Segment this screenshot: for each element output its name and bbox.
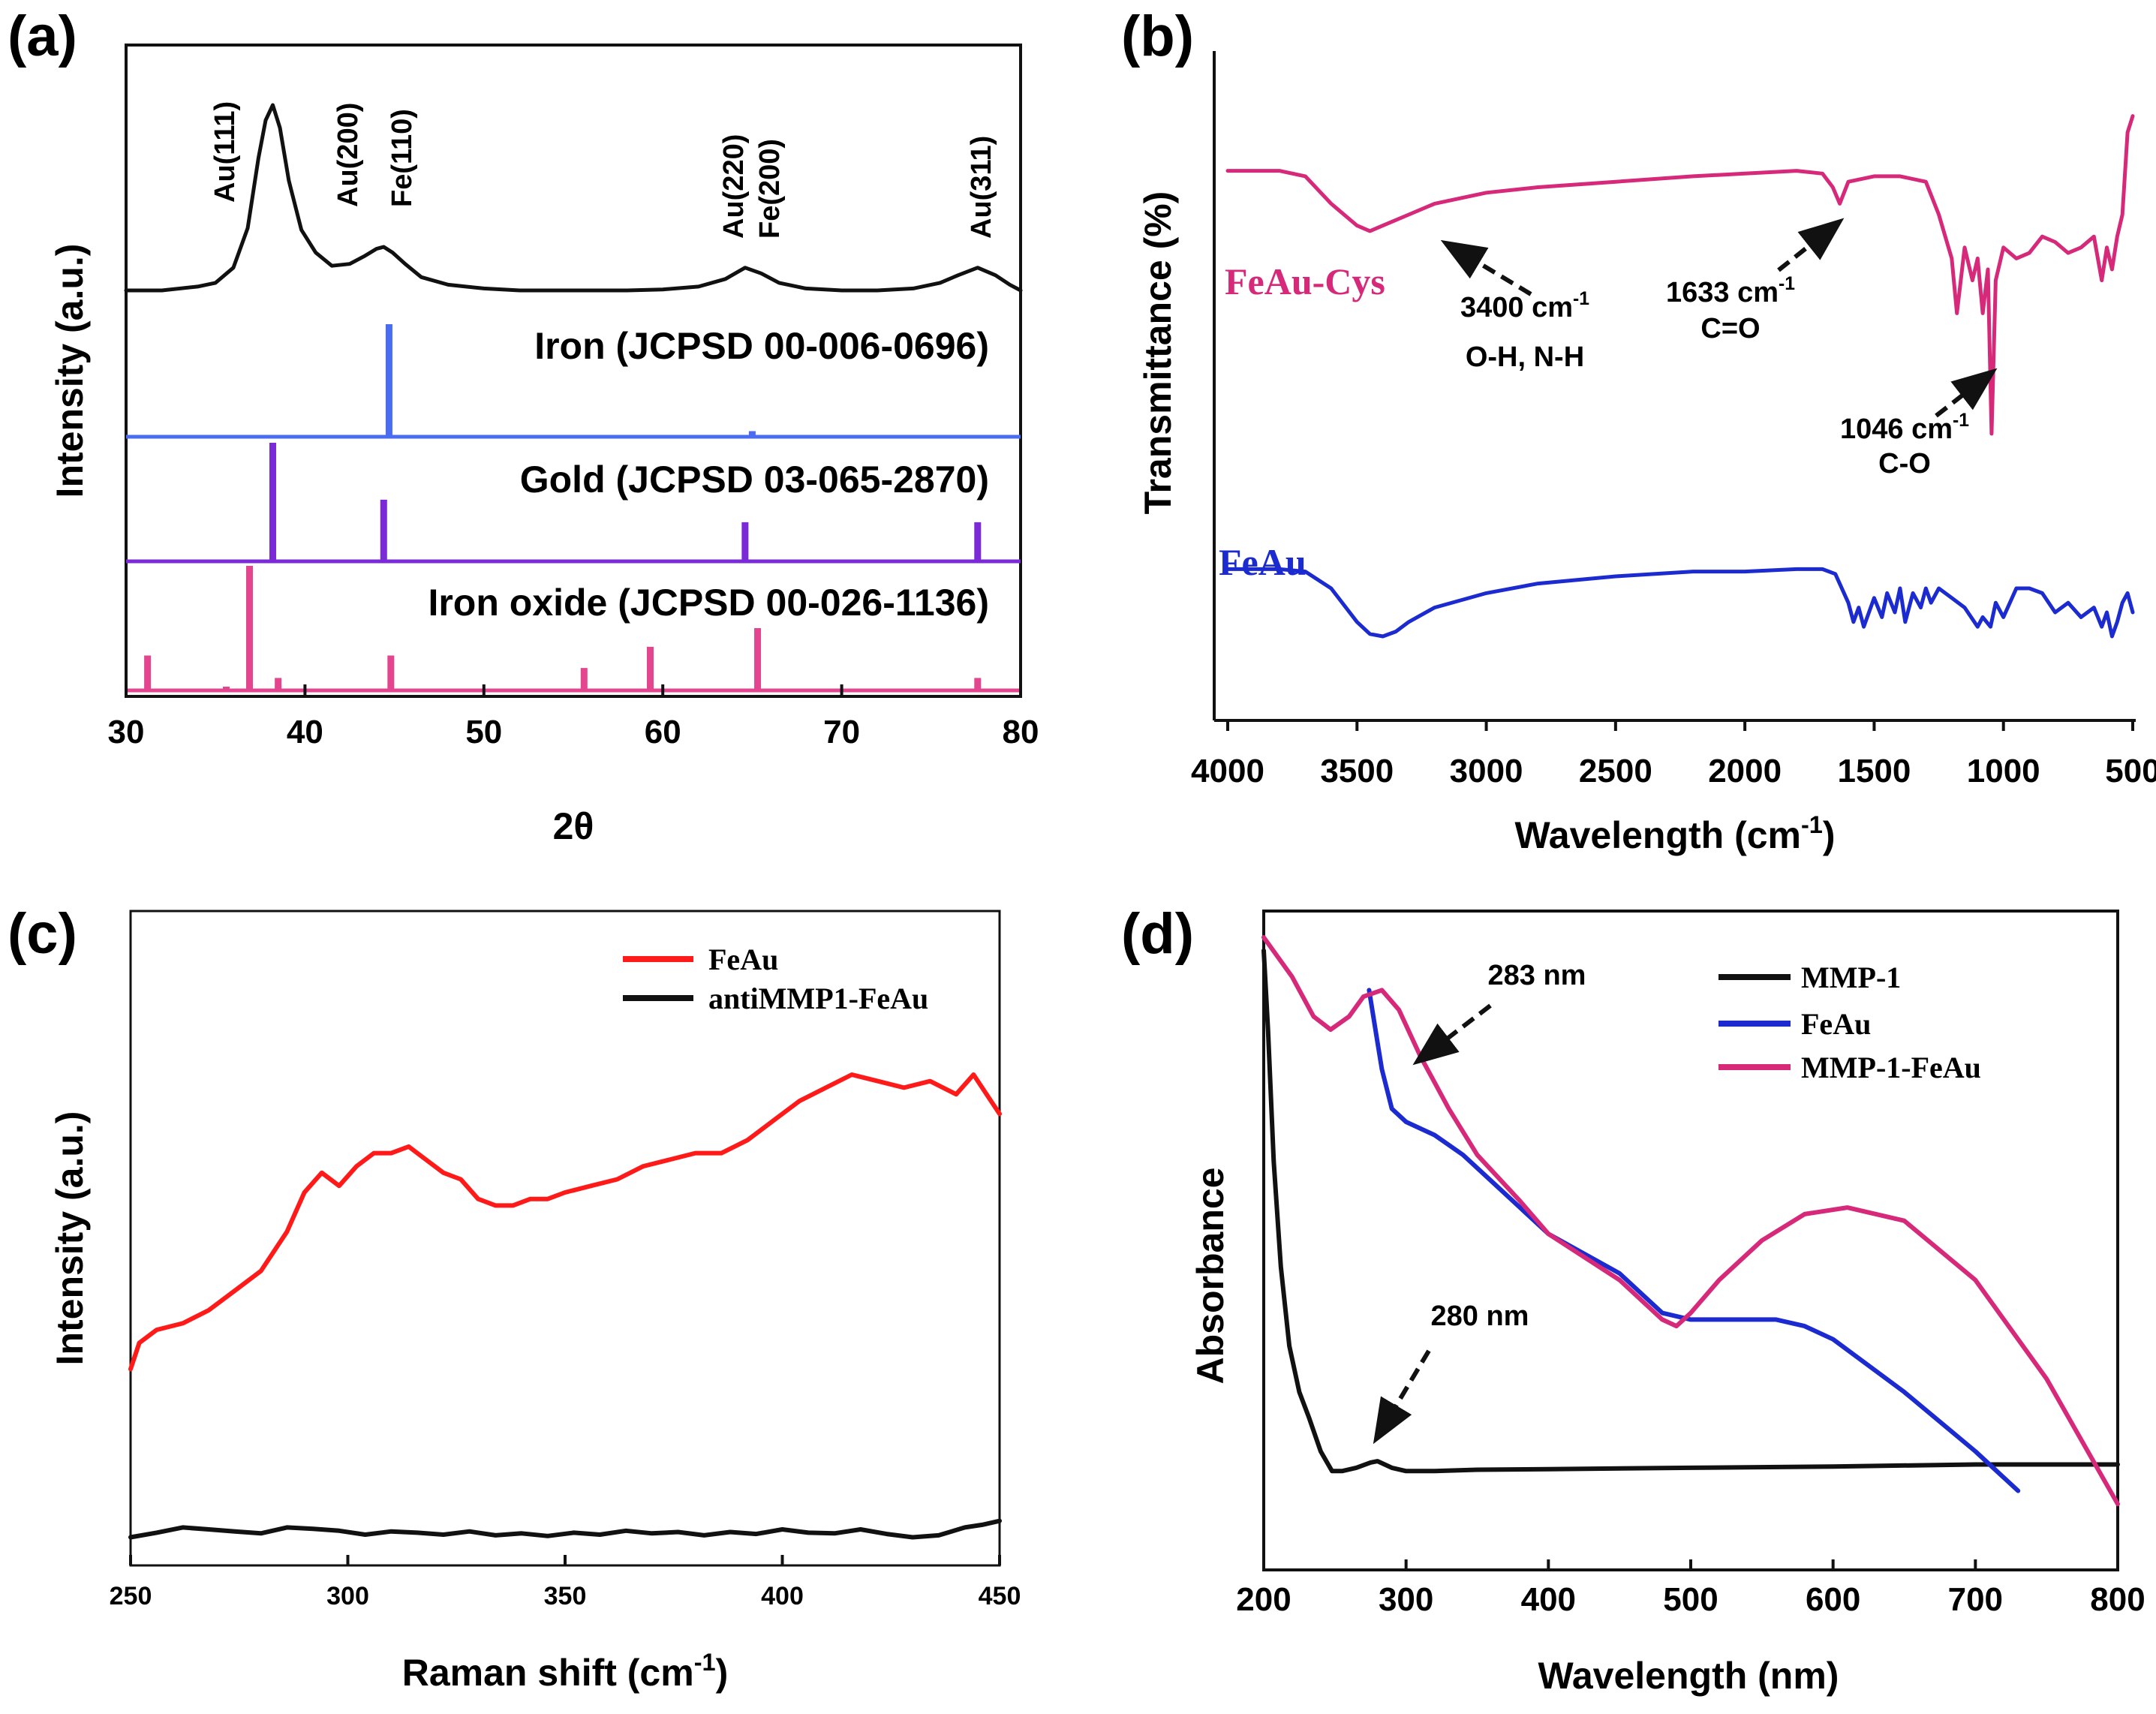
annotation-arrow: [1373, 1349, 1431, 1445]
panel-b: (b) 4000 3500 3000 2500 2000 1500 1000 500 Wave…: [1121, 5, 2156, 856]
panel-c-x-tick-label: 400: [761, 1582, 804, 1610]
panel-b-x-tick-label: 2000: [1708, 753, 1782, 789]
panel-a-x-tick-label: 30: [108, 714, 145, 750]
panel-b-x-tick-label: 4000: [1191, 753, 1264, 789]
legend-label-mmp-1-feau: MMP-1-FeAu: [1801, 1051, 1981, 1084]
panel-a-x-tick-label: 60: [645, 714, 681, 750]
annotation-text: 1046 cm-1: [1840, 410, 1969, 445]
legend-label-antimmp1-feau: antiMMP1-FeAu: [708, 982, 928, 1015]
xrd-pattern-line: [124, 103, 1023, 293]
peak-label-fe-110: Fe(110): [386, 109, 418, 207]
panel-d-label: (d): [1121, 902, 1194, 966]
panel-b-label: (b): [1121, 5, 1194, 68]
legend-label-feau: FeAu: [1801, 1007, 1871, 1041]
panel-c-x-ticks: 250 300 350 400 450: [110, 1555, 1021, 1610]
peak-label-au-200: Au(200): [332, 103, 364, 207]
panel-b-x-tick-label: 3500: [1320, 753, 1394, 789]
peak-label-au-220: Au(220): [718, 134, 750, 239]
annotation-text: 3400 cm-1: [1460, 289, 1589, 323]
panel-c: (c) 250 300 350 400 450 Raman shift (cm-1) I…: [8, 902, 1021, 1694]
panel-a-label: (a): [8, 5, 77, 68]
panel-c-legend: FeAu antiMMP1-FeAu: [623, 943, 928, 1015]
peak-label-fe-200: Fe(200): [754, 139, 786, 239]
panel-a: (a) Au(111) Au(200) Fe(110) Au(220) Fe(200) A…: [8, 5, 1039, 847]
panel-b-annotation-1633: 1633 cm-1 C=O: [1666, 218, 1845, 344]
panel-c-plot-area: [128, 1072, 1002, 1540]
reference-label-gold-jcpsd-03-065-2870: Gold (JCPSD 03-065-2870): [520, 459, 989, 501]
panel-c-label: (c): [8, 902, 77, 966]
panel-b-x-ticks: 4000 3500 3000 2500 2000 1500 1000 500: [1191, 720, 2156, 789]
panel-b-x-tick-label: 1500: [1837, 753, 1911, 789]
panel-d-y-axis-title: Absorbance: [1189, 1168, 1231, 1385]
raman-line-antimmp1-feau: [128, 1518, 1002, 1540]
annotation-text: 1633 cm-1: [1666, 274, 1795, 308]
raman-line-feau: [128, 1072, 1002, 1372]
panel-b-series-label-feau: FeAu: [1219, 541, 1307, 583]
reference-label-iron-jcpsd-00-006-0696: Iron (JCPSD 00-006-0696): [534, 325, 989, 367]
peak-label-au-111: Au(111): [209, 101, 241, 203]
panel-b-y-axis-title: Transmittance (%): [1137, 191, 1179, 515]
panel-a-x-tick-label: 80: [1003, 714, 1039, 750]
panel-d-legend: MMP-1 FeAu MMP-1-FeAu: [1718, 961, 1981, 1084]
panel-b-x-tick-label: 3000: [1450, 753, 1523, 789]
panel-d-x-ticks: 200 300 400 500 600 700 800: [1236, 1559, 2145, 1618]
panel-b-x-axis-title: Wavelength (cm-1): [1514, 811, 1835, 856]
panel-a-plot-area: Au(111) Au(200) Fe(110) Au(220) Fe(200) Au(31…: [124, 101, 1023, 693]
annotation-arrow: [1440, 239, 1532, 296]
peak-label-au-311: Au(311): [966, 136, 997, 239]
annotation-arrow: [1777, 218, 1845, 272]
panel-a-x-tick-label: 40: [287, 714, 323, 750]
panel-c-x-tick-label: 450: [979, 1582, 1021, 1610]
annotation-text: 280 nm: [1431, 1301, 1529, 1332]
legend-label-mmp-1: MMP-1: [1801, 961, 1901, 994]
annotation-arrow: [1935, 368, 1998, 418]
panel-d-x-tick-label: 700: [1948, 1581, 2003, 1618]
panel-c-x-tick-label: 250: [110, 1582, 152, 1610]
uvvis-line-mmp-1-feau: [1261, 935, 2120, 1507]
panel-d-annotation-283: 283 nm: [1412, 960, 1586, 1066]
panel-b-annotation-1046: 1046 cm-1 C-O: [1840, 368, 1998, 480]
panel-a-x-tick-label: 70: [823, 714, 860, 750]
panel-a-x-ticks: 30 40 50 60 70 80: [108, 684, 1039, 750]
annotation-subtext: C-O: [1878, 448, 1931, 480]
panel-a-frame: [125, 44, 1022, 698]
panel-c-y-axis-title: Intensity (a.u.): [49, 1111, 91, 1366]
panel-d-plot-area: [1261, 935, 2120, 1507]
panel-d-x-tick-label: 500: [1663, 1581, 1718, 1618]
panel-d-annotation-280: 280 nm: [1373, 1301, 1529, 1445]
panel-d-x-tick-label: 300: [1379, 1581, 1433, 1618]
panel-d-frame: [1262, 910, 2119, 1571]
panel-b-series-label-feau-cys: FeAu-Cys: [1225, 260, 1385, 302]
panel-d-x-tick-label: 800: [2090, 1581, 2145, 1618]
panel-d-x-tick-label: 400: [1521, 1581, 1576, 1618]
annotation-subtext: C=O: [1700, 313, 1760, 344]
panel-b-annotation-3400: 3400 cm-1 O-H, N-H: [1440, 239, 1589, 373]
panel-d-x-tick-label: 600: [1806, 1581, 1860, 1618]
panel-b-plot-area: [1225, 114, 2135, 639]
panel-d: (d) 200 300 400 500 600 700 800 Wavelength (nm…: [1121, 902, 2145, 1697]
panel-a-y-axis-title: Intensity (a.u.): [49, 244, 91, 498]
ftir-line-feau-cys: [1225, 114, 2135, 436]
panel-b-x-tick-label: 2500: [1579, 753, 1652, 789]
panel-b-x-tick-label: 1000: [1967, 753, 2040, 789]
panel-d-x-axis-title: Wavelength (nm): [1538, 1655, 1839, 1697]
uvvis-line-feau: [1367, 988, 2021, 1493]
panel-c-x-axis-title: Raman shift (cm-1): [402, 1649, 729, 1694]
reference-label-iron-oxide-jcpsd-00-026-1136: Iron oxide (JCPSD 00-026-1136): [428, 582, 989, 624]
panel-c-x-tick-label: 350: [544, 1582, 587, 1610]
annotation-subtext: O-H, N-H: [1466, 341, 1584, 373]
panel-c-x-tick-label: 300: [326, 1582, 369, 1610]
panel-a-x-axis-title: 2θ: [553, 805, 594, 847]
annotation-arrow: [1412, 1003, 1492, 1066]
panel-a-x-tick-label: 50: [465, 714, 502, 750]
annotation-text: 283 nm: [1488, 960, 1586, 991]
panel-b-x-tick-label: 500: [2105, 753, 2156, 789]
panel-d-x-tick-label: 200: [1236, 1581, 1291, 1618]
ftir-line-feau: [1225, 567, 2135, 639]
uvvis-line-mmp-1: [1261, 948, 2120, 1474]
legend-label-feau: FeAu: [708, 943, 778, 976]
